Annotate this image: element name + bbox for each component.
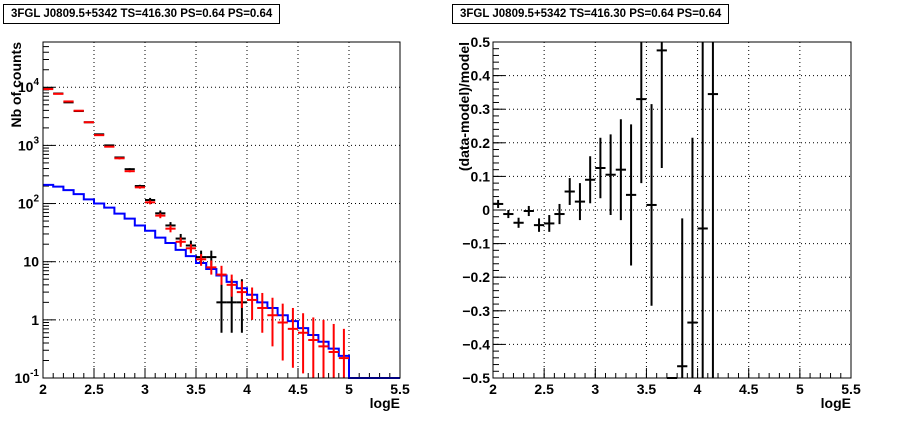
y-tick-label: −0.5 — [462, 370, 490, 386]
x-tick-label: 5.5 — [841, 381, 861, 397]
y-tick-label: 0 — [482, 202, 490, 218]
data-point — [114, 157, 125, 160]
data-point — [216, 279, 227, 333]
x-tick-label: 5.5 — [390, 381, 410, 397]
y-axis-label: Nb of counts — [8, 42, 24, 128]
data-point — [145, 200, 156, 205]
y-tick-label: 0.3 — [471, 101, 491, 117]
y-tick-label: −0.2 — [462, 269, 490, 285]
data-point — [298, 313, 309, 374]
plot-frame — [492, 41, 852, 379]
data-point — [134, 186, 145, 189]
y-tick-label: −0.4 — [462, 336, 490, 352]
x-tick-label: 4 — [243, 381, 251, 397]
data-point — [308, 317, 319, 378]
x-tick-label: 2.5 — [84, 381, 104, 397]
x-tick-label: 4.5 — [739, 381, 759, 397]
data-point — [656, 42, 667, 168]
x-tick-label: 3.5 — [637, 381, 657, 397]
y-tick-label: 0.4 — [471, 68, 491, 84]
data-point — [155, 213, 166, 219]
y-tick-label: 0.1 — [471, 168, 491, 184]
x-tick-label: 5 — [796, 381, 804, 397]
data-point — [257, 292, 268, 333]
data-point — [585, 156, 596, 204]
data-point — [53, 92, 64, 95]
data-point — [124, 168, 135, 171]
y-tick-label: 1 — [31, 312, 39, 328]
x-axis-label: logE — [370, 395, 400, 411]
data-point — [124, 170, 135, 173]
x-tick-label: 3.5 — [186, 381, 206, 397]
data-point — [513, 217, 524, 228]
data-point — [226, 274, 237, 297]
data-point — [554, 203, 565, 225]
data-point — [247, 287, 258, 320]
y-tick-label: 104 — [18, 77, 40, 95]
right-plot-title: 3FGL J0809.5+5342 TS=416.30 PS=0.64 PS=0… — [452, 4, 730, 24]
left-plot-title: 3FGL J0809.5+5342 TS=416.30 PS=0.64 PS=0… — [3, 4, 281, 24]
left-plot: 2 2.5 3 3.5 4 4.5 5 5.5 10-1 1 10 102 103 104 logE Nb o… — [8, 41, 410, 411]
data-point — [605, 134, 616, 216]
data-point — [43, 88, 54, 91]
data-point — [625, 124, 637, 266]
data-point — [493, 199, 504, 208]
data-point — [185, 244, 196, 254]
y-tick-label: −0.3 — [462, 303, 490, 319]
y-tick-label: 10-1 — [15, 368, 40, 386]
data-point — [697, 42, 708, 378]
x-axis-label: logE — [821, 395, 851, 411]
y-tick-label: 0.5 — [471, 34, 491, 50]
data-point — [677, 218, 688, 378]
data-point — [564, 178, 575, 205]
y-tick-label: −0.1 — [462, 236, 490, 252]
x-tick-label: 4 — [694, 381, 702, 397]
data-point — [216, 265, 227, 285]
data-point — [175, 237, 186, 247]
data-point — [63, 100, 74, 103]
x-tick-label: 2.5 — [534, 381, 554, 397]
data-point — [533, 218, 545, 232]
data-point — [287, 307, 298, 368]
data-point — [574, 183, 586, 221]
x-tick-label: 2 — [489, 381, 497, 397]
data-point — [236, 281, 247, 308]
data-point — [104, 145, 115, 148]
data-point — [94, 134, 105, 137]
data-point — [687, 137, 698, 378]
data-point — [338, 328, 349, 378]
x-tick-label: 3 — [141, 381, 149, 397]
x-tick-label: 2 — [39, 381, 47, 397]
x-tick-label: 4.5 — [288, 381, 308, 397]
data-point — [206, 260, 217, 275]
x-tick-label: 3 — [591, 381, 599, 397]
y-tick-label: 102 — [18, 194, 40, 212]
data-point — [636, 42, 647, 184]
data-point — [646, 104, 657, 306]
data-point — [595, 137, 606, 199]
data-point — [83, 121, 94, 124]
data-point — [267, 297, 278, 347]
data-point — [544, 215, 555, 232]
y-axis-label: (data-model)/model — [456, 42, 472, 171]
data-point — [73, 109, 84, 112]
y-tick-label: 103 — [18, 135, 40, 153]
data-point — [523, 205, 534, 217]
data-point — [196, 254, 207, 266]
plot-frame — [42, 41, 401, 379]
data-point — [615, 119, 626, 221]
right-plot: 2 2.5 3 3.5 4 4.5 5 5.5 −0.5 −0.4 −0.3 −0.2 −0.1 0 0.1… — [456, 34, 861, 411]
data-point — [503, 210, 514, 219]
data-point — [165, 225, 176, 233]
y-tick-label: 10 — [23, 254, 39, 270]
x-tick-label: 5 — [345, 381, 353, 397]
data-point — [707, 42, 719, 378]
y-tick-label: 0.2 — [471, 135, 491, 151]
data-point — [318, 319, 329, 378]
data-point — [328, 323, 339, 378]
data-point — [277, 303, 288, 361]
